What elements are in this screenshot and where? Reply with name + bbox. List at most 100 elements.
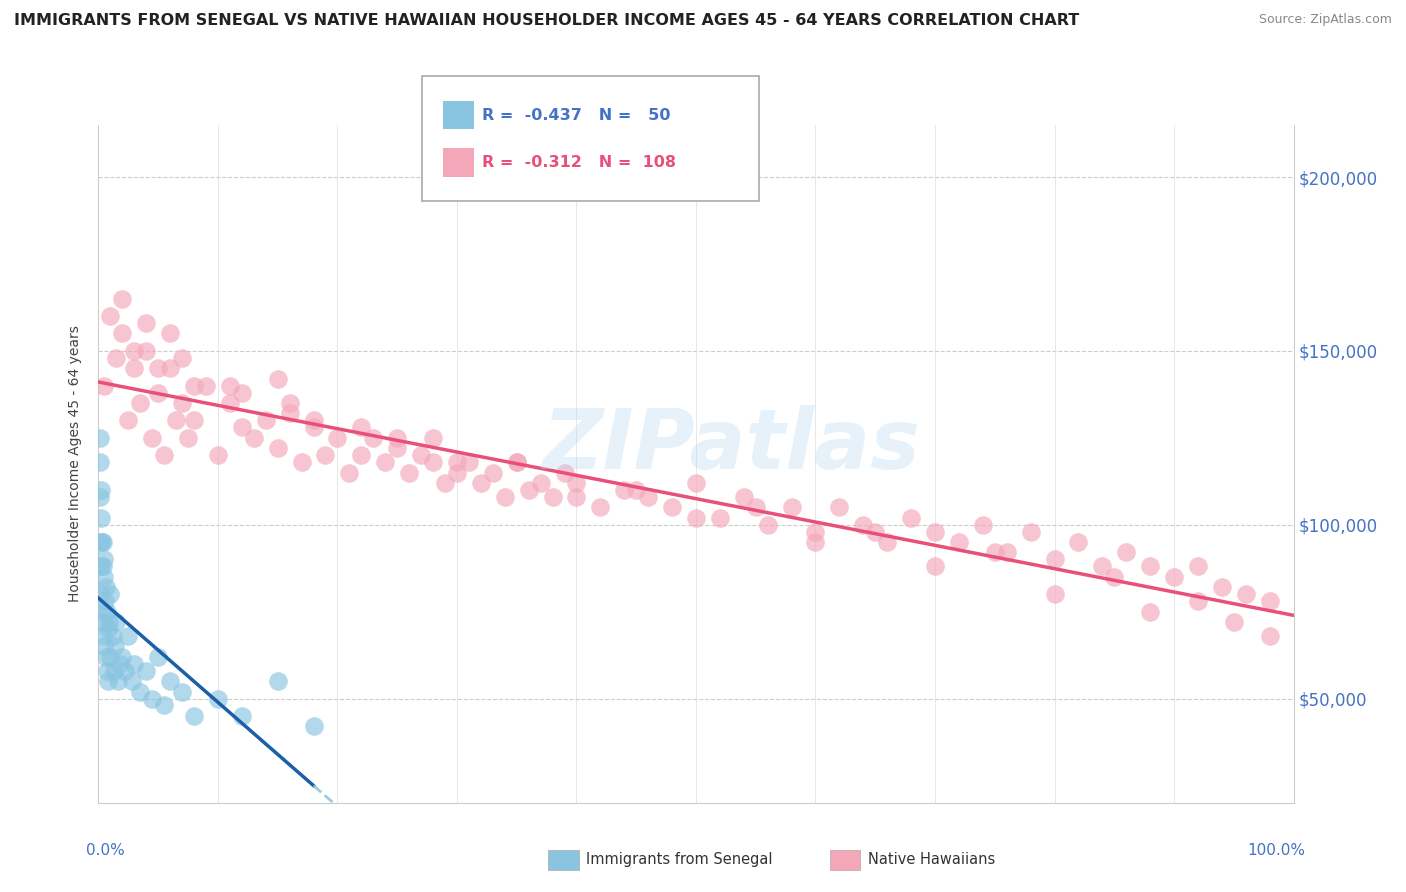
Text: Source: ZipAtlas.com: Source: ZipAtlas.com: [1258, 13, 1392, 27]
Point: [165, 413, 187, 427]
Point: [565, 490, 588, 504]
Point: [876, 535, 898, 549]
Point: [117, 413, 139, 427]
Text: R =  -0.312   N =  108: R = -0.312 N = 108: [482, 155, 676, 169]
Point: [89, 535, 111, 549]
Point: [1067, 535, 1090, 549]
Point: [121, 674, 143, 689]
Point: [183, 709, 205, 723]
Point: [172, 684, 194, 698]
Point: [111, 292, 134, 306]
Point: [685, 475, 707, 490]
Point: [422, 431, 444, 445]
Point: [278, 396, 301, 410]
Point: [541, 490, 564, 504]
Point: [111, 649, 134, 664]
Text: ZIPatlas: ZIPatlas: [543, 406, 920, 486]
Point: [852, 517, 875, 532]
Point: [422, 455, 444, 469]
Point: [114, 664, 136, 678]
Point: [745, 500, 768, 515]
Point: [91, 559, 114, 574]
Point: [863, 524, 887, 539]
Point: [231, 385, 253, 400]
Point: [91, 615, 114, 629]
Point: [177, 431, 200, 445]
Point: [470, 475, 492, 490]
Point: [103, 664, 125, 678]
Point: [101, 629, 124, 643]
Point: [90, 587, 112, 601]
Point: [124, 657, 146, 671]
Point: [148, 385, 170, 400]
Point: [90, 559, 112, 574]
Point: [124, 343, 146, 358]
Point: [637, 490, 659, 504]
Point: [267, 674, 290, 689]
Point: [183, 413, 205, 427]
Point: [385, 441, 409, 455]
Point: [411, 448, 433, 462]
Point: [1091, 559, 1114, 574]
Point: [91, 605, 114, 619]
Point: [1102, 570, 1125, 584]
Point: [105, 615, 128, 629]
Point: [685, 510, 707, 524]
Text: Immigrants from Senegal: Immigrants from Senegal: [586, 853, 773, 867]
Point: [94, 580, 117, 594]
Point: [91, 535, 114, 549]
Point: [972, 517, 994, 532]
Point: [104, 640, 127, 654]
Point: [1187, 594, 1209, 608]
Point: [117, 629, 139, 643]
Point: [141, 431, 163, 445]
Point: [267, 372, 290, 386]
Point: [756, 517, 779, 532]
Point: [302, 420, 325, 434]
Point: [1043, 552, 1066, 566]
Point: [207, 691, 229, 706]
Text: 0.0%: 0.0%: [87, 844, 125, 858]
Point: [1234, 587, 1257, 601]
Point: [207, 448, 229, 462]
Point: [517, 483, 540, 497]
Point: [589, 500, 612, 515]
Point: [433, 475, 456, 490]
Point: [1115, 545, 1137, 559]
Point: [290, 455, 312, 469]
Point: [506, 455, 529, 469]
Point: [481, 466, 505, 480]
Point: [339, 466, 360, 480]
Point: [96, 664, 118, 678]
Point: [828, 500, 851, 515]
Point: [124, 361, 146, 376]
Point: [804, 535, 827, 549]
Point: [93, 552, 115, 566]
Point: [446, 466, 468, 480]
Point: [105, 351, 128, 365]
Point: [1043, 587, 1066, 601]
Point: [98, 309, 122, 323]
Point: [135, 664, 157, 678]
Point: [302, 413, 325, 427]
Point: [107, 674, 129, 689]
Point: [554, 466, 576, 480]
Point: [89, 455, 111, 469]
Point: [135, 343, 157, 358]
Point: [254, 413, 277, 427]
Point: [1139, 605, 1161, 619]
Point: [398, 466, 420, 480]
Point: [183, 378, 205, 392]
Y-axis label: Householder Income Ages 45 - 64 years: Householder Income Ages 45 - 64 years: [69, 326, 83, 602]
Point: [948, 535, 970, 549]
Point: [1222, 615, 1246, 629]
Point: [1139, 559, 1161, 574]
Point: [91, 629, 114, 643]
Point: [565, 475, 588, 490]
Point: [219, 396, 242, 410]
Text: 100.0%: 100.0%: [1247, 844, 1305, 858]
Point: [172, 396, 194, 410]
Point: [159, 361, 181, 376]
Point: [94, 649, 117, 664]
Text: R =  -0.437   N =   50: R = -0.437 N = 50: [482, 108, 671, 122]
